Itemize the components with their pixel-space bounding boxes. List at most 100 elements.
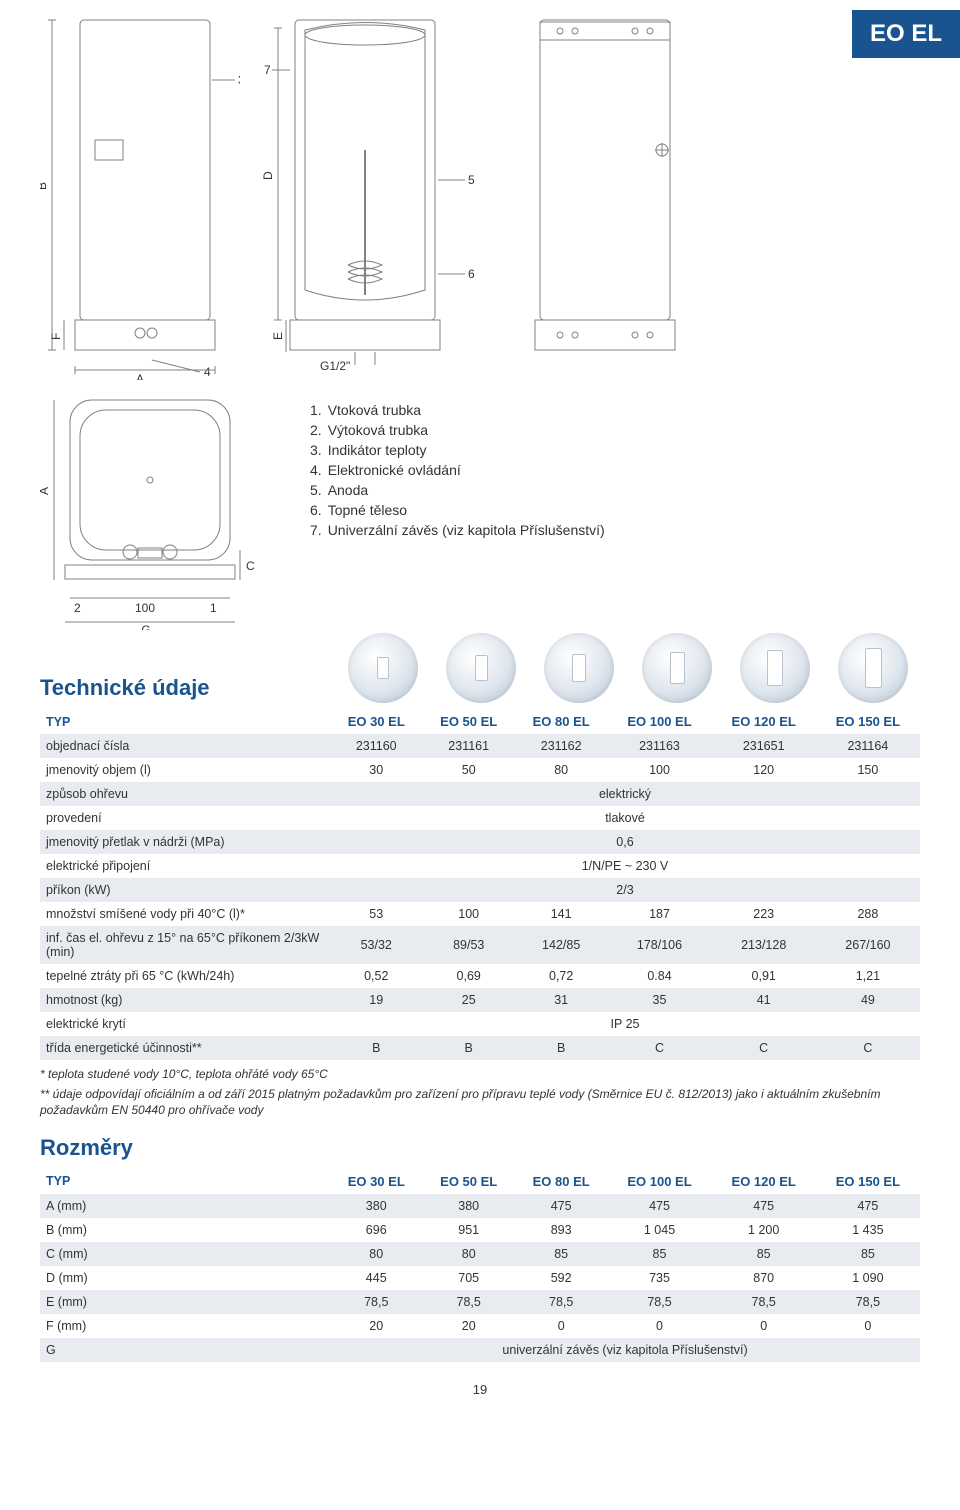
table-cell: 288 — [816, 902, 920, 926]
legend-text: Elektronické ovládání — [328, 462, 461, 478]
table-cell: 1 200 — [712, 1218, 816, 1242]
diagram-side-svg — [500, 10, 700, 380]
svg-text:B: B — [40, 182, 49, 190]
diagram-front-svg: B F 3 4 A — [40, 10, 240, 380]
table-cell: 50 — [422, 758, 514, 782]
table-cell: 696 — [330, 1218, 422, 1242]
product-size-icon — [838, 633, 908, 703]
svg-text:E: E — [271, 332, 285, 340]
table-cell: 80 — [515, 758, 607, 782]
table-cell: 380 — [330, 1194, 422, 1218]
diagram-cutaway-svg: 7 5 6 D E G1/2" — [260, 10, 480, 380]
table-row: provedenítlakové — [40, 806, 920, 830]
table-cell: 0,52 — [330, 964, 422, 988]
table-cell: 231160 — [330, 734, 422, 758]
table-cell: 380 — [422, 1194, 514, 1218]
table-col-head: EO 120 EL — [712, 709, 816, 734]
table-col-head: EO 120 EL — [712, 1169, 816, 1194]
diagram-front: B F 3 4 A — [40, 10, 240, 380]
legend-item: 7. Univerzální závěs (viz kapitola Příslu… — [310, 520, 920, 540]
table-row: F (mm)20200000 — [40, 1314, 920, 1338]
table-cell-span: 1/N/PE ~ 230 V — [330, 854, 920, 878]
table-row: elektrické krytíIP 25 — [40, 1012, 920, 1036]
table-col-head: EO 50 EL — [422, 709, 514, 734]
table-cell: 705 — [422, 1266, 514, 1290]
legend-num: 7. — [310, 522, 322, 538]
product-size-icon — [740, 633, 810, 703]
legend-text: Topné těleso — [328, 502, 407, 518]
table-cell: 951 — [422, 1218, 514, 1242]
svg-text:100: 100 — [135, 601, 155, 615]
table-cell-span: elektrický — [330, 782, 920, 806]
table-cell: 78,5 — [422, 1290, 514, 1314]
table-cell-span: univerzální závěs (viz kapitola Přísluše… — [330, 1338, 920, 1362]
table-cell: 592 — [515, 1266, 607, 1290]
table-row: třída energetické účinnosti**BBBCCC — [40, 1036, 920, 1060]
table-cell: 78,5 — [330, 1290, 422, 1314]
legend-item: 1.Vtoková trubka — [310, 400, 920, 420]
table-cell: 231162 — [515, 734, 607, 758]
diagram-bottom-svg: A C 2 100 1 G — [40, 390, 260, 630]
diagram-bottom-row: A C 2 100 1 G 1.Vtoková trubka2.Výtoková… — [40, 390, 920, 633]
table-cell: 49 — [816, 988, 920, 1012]
table-row: C (mm)808085858585 — [40, 1242, 920, 1266]
table-cell: 475 — [607, 1194, 711, 1218]
table-row-label: způsob ohřevu — [40, 782, 330, 806]
dim-title: Rozměry — [40, 1135, 920, 1161]
dim-table: TYPEO 30 ELEO 50 ELEO 80 ELEO 100 ELEO 1… — [40, 1169, 920, 1362]
table-cell-span: 2/3 — [330, 878, 920, 902]
table-row-label: B (mm) — [40, 1218, 330, 1242]
svg-text:A: A — [40, 487, 51, 495]
table-cell: 0,91 — [712, 964, 816, 988]
table-cell: 120 — [712, 758, 816, 782]
legend-text: Univerzální závěs (viz kapitola Přísluše… — [328, 522, 605, 538]
table-row: příkon (kW)2/3 — [40, 878, 920, 902]
table-cell: 100 — [607, 758, 711, 782]
diagram-side — [500, 10, 700, 380]
table-row: inf. čas el. ohřevu z 15° na 65°C příkon… — [40, 926, 920, 964]
table-row-label: G — [40, 1338, 330, 1362]
heater-icon — [767, 650, 783, 686]
table-row-label: A (mm) — [40, 1194, 330, 1218]
table-cell: 187 — [607, 902, 711, 926]
table-cell: 231163 — [607, 734, 711, 758]
table-cell: C — [607, 1036, 711, 1060]
svg-text:D: D — [261, 171, 275, 180]
table-row-label: objednací čísla — [40, 734, 330, 758]
table-cell-span: IP 25 — [330, 1012, 920, 1036]
product-icons-row — [348, 633, 920, 703]
table-cell: 231164 — [816, 734, 920, 758]
table-cell: 0 — [515, 1314, 607, 1338]
table-cell: 78,5 — [816, 1290, 920, 1314]
legend-text: Vtoková trubka — [328, 402, 421, 418]
table-row-label: jmenovitý objem (l) — [40, 758, 330, 782]
tech-table: TYPEO 30 ELEO 50 ELEO 80 ELEO 100 ELEO 1… — [40, 709, 920, 1060]
table-row: Guniverzální závěs (viz kapitola Přísluš… — [40, 1338, 920, 1362]
table-row: A (mm)380380475475475475 — [40, 1194, 920, 1218]
svg-text:3: 3 — [238, 73, 240, 87]
svg-text:1: 1 — [210, 601, 217, 615]
table-cell: 0,72 — [515, 964, 607, 988]
table-col-head: EO 80 EL — [515, 1169, 607, 1194]
table-row-label: inf. čas el. ohřevu z 15° na 65°C příkon… — [40, 926, 330, 964]
svg-text:7: 7 — [264, 63, 271, 77]
table-typ-label: TYP — [40, 709, 330, 734]
svg-text:G: G — [141, 623, 150, 630]
legend-item: 2.Výtoková trubka — [310, 420, 920, 440]
table-cell-span: 0,6 — [330, 830, 920, 854]
table-cell: 150 — [816, 758, 920, 782]
table-cell: 80 — [422, 1242, 514, 1266]
table-cell: C — [816, 1036, 920, 1060]
table-row-label: C (mm) — [40, 1242, 330, 1266]
heater-icon — [475, 655, 488, 681]
table-cell: 85 — [712, 1242, 816, 1266]
legend-item: 4.Elektronické ovládání — [310, 460, 920, 480]
table-cell: 100 — [422, 902, 514, 926]
legend-item: 5.Anoda — [310, 480, 920, 500]
svg-text:4: 4 — [204, 365, 211, 379]
heater-icon — [670, 652, 685, 684]
legend-list: 1.Vtoková trubka2.Výtoková trubka3.Indik… — [310, 400, 920, 540]
table-cell: 53 — [330, 902, 422, 926]
svg-text:C: C — [246, 559, 255, 573]
table-row-label: hmotnost (kg) — [40, 988, 330, 1012]
